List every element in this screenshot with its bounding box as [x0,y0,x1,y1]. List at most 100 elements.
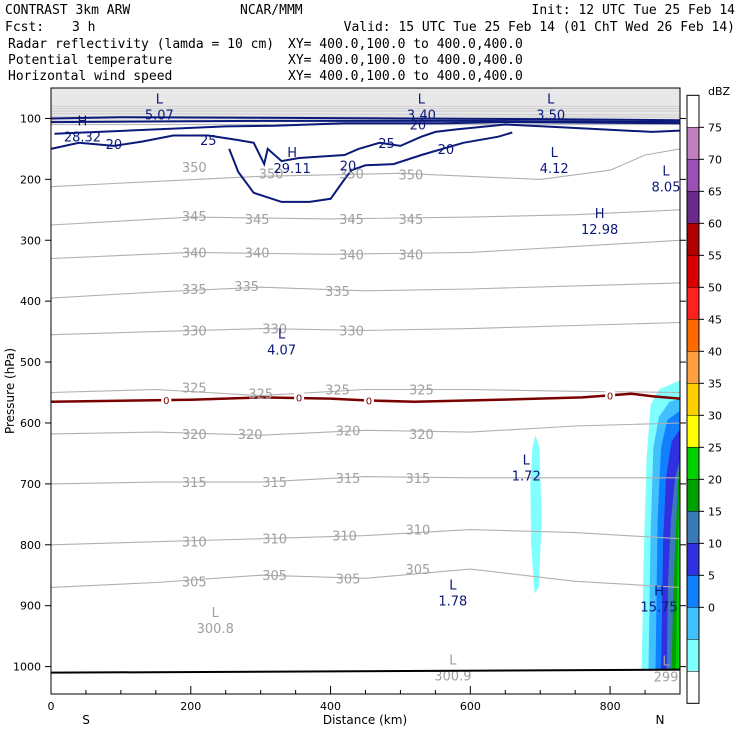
colorbar-level: 50 [708,281,722,294]
colorbar-level: 15 [708,505,722,518]
colorbar-level: 10 [708,537,722,550]
y-tick-label: 700 [20,478,41,491]
y-tick-label: 400 [20,295,41,308]
wind-label: 20 [340,159,357,174]
colorbar-frame [686,94,700,704]
contour-labels: 350 350 350 350 345 345 345 345 340 340 340 340 335 3… [50,92,681,686]
theta-contour-13 [50,422,681,436]
y-axis-label: Pressure (hPa) [3,348,17,434]
y-tick-label: 800 [20,539,41,552]
theta-contour-11 [50,321,681,336]
wind-extremum-value: 3.40 [407,108,436,123]
ground-surface-line [50,668,681,674]
theta-extremum-value: 300.9 [434,669,471,684]
theta-label: 330 [182,324,207,339]
theta-label: 325 [325,383,350,398]
theta-label: 305 [262,569,287,584]
colorbar-swatch [686,127,700,160]
theta-contour-14 [50,476,680,485]
theta-label: 340 [182,246,207,261]
wind-extremum-tag: L [662,164,670,179]
theta-label: 315 [336,472,361,487]
wind-extremum-tag: L [418,92,426,107]
wind-extremum-tag: L [156,92,164,107]
colorbar-level: 55 [708,249,722,262]
wind-extremum-tag: L [547,92,555,107]
theta-label: 325 [182,382,207,397]
theta-label: 340 [245,246,270,261]
y-tick-label: 200 [20,173,41,186]
colorbar-swatch [686,639,700,672]
colorbar-swatch [686,319,700,352]
theta-label: 350 [339,167,364,182]
freezing-label-bg [294,391,305,404]
freezing-label-bg [605,389,616,402]
wind-extremum-value: 4.07 [267,344,296,359]
freezing-level-label: 0 [366,396,372,407]
colorbar-swatch [686,479,700,512]
wind-extremum-value: 4.12 [540,162,569,177]
wind-extremum-value: 29.11 [274,162,311,177]
x-tick-label: 0 [48,700,55,713]
colorbar-swatch [686,383,700,416]
field-legend: Radar reflectivity (lamda = 10 cm) XY= 40… [8,37,523,84]
theta-label: 320 [336,424,361,439]
theta-label: 345 [182,210,207,225]
freezing-level-contour [50,392,681,403]
colorbar-level: 65 [708,185,722,198]
theta-label: 345 [339,213,364,228]
x-left-end-label: S [82,713,90,727]
wind-label: 20 [438,143,455,158]
x-right-end-label: N [656,713,665,727]
wind-label: 20 [106,138,123,153]
wind-speed-contours [50,116,681,203]
colorbar-level: 60 [708,217,722,230]
x-tick-label: 200 [180,700,201,713]
colorbar-swatch [686,511,700,544]
colorbar-swatch [686,255,700,288]
theta-extremum-tag: L [212,606,220,621]
wind-contour-1 [50,119,681,124]
y-tick-label: 1000 [13,661,41,674]
wind-extremum-tag: H [595,207,605,222]
y-tick-label: 900 [20,600,41,613]
wind-extremum-tag: L [449,579,457,594]
theta-contour-8 [50,209,681,226]
wind-extremum-value: 8.05 [652,180,681,195]
theta-extremum-tag: L [449,653,457,668]
valid-time: Valid: 15 UTC Tue 25 Feb 14 (01 ChT Wed … [344,20,735,35]
colorbar-swatch [686,351,700,384]
wind-contour-4 [228,131,513,203]
theta-label: 315 [406,472,431,487]
colorbar-level: 25 [708,441,722,454]
theta-label: 350 [182,161,207,176]
wind-extremum-tag: H [78,114,88,129]
theta-contours [50,88,681,588]
org-label: NCAR/MMM [240,3,303,18]
forecast-label: Fcst: [5,20,44,35]
theta-label: 305 [182,575,207,590]
theta-extremum-value: 300.8 [197,622,234,637]
theta-label: 335 [182,283,207,298]
colorbar-level: 40 [708,345,722,358]
colorbar-swatch [686,287,700,320]
theta-label: 340 [339,248,364,263]
wind-extremum-tag: L [551,146,559,161]
reflectivity-region-6 [675,477,680,670]
y-tick-label: 600 [20,417,41,430]
theta-label: 340 [399,248,424,263]
theta-label: 325 [409,383,434,398]
theta-contour-10 [50,282,681,299]
theta-label: 310 [332,530,357,545]
theta-label: 345 [399,213,424,228]
theta-label: 325 [248,388,273,403]
wind-label: 25 [378,137,395,152]
theta-label: 305 [336,572,361,587]
freezing-level-label: 0 [163,396,169,407]
colorbar-swatch [686,95,700,128]
legend-xy-0: XY= 400.0,100.0 to 400.0,400.0 [288,37,523,52]
x-tick-label: 600 [460,700,481,713]
axes: 0 200 400 600 800100200300400500600700800900… [13,112,686,713]
colorbar-swatch [686,607,700,640]
theta-label: 350 [259,167,284,182]
